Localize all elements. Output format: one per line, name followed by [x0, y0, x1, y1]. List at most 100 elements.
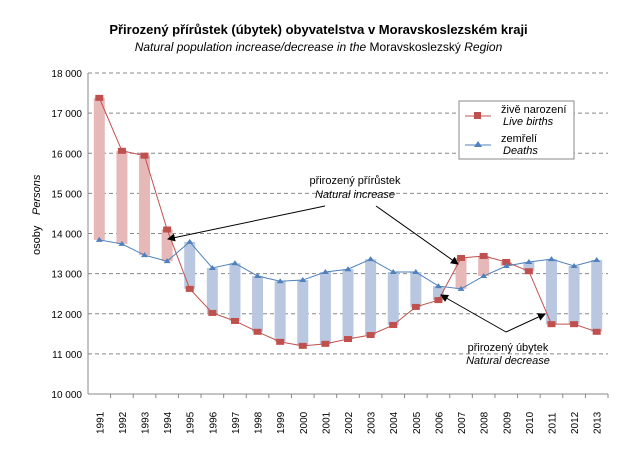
x-tick-label: 2007	[457, 411, 468, 434]
x-tick-label: 1993	[141, 411, 152, 434]
births-point	[389, 321, 398, 328]
births-point	[95, 94, 104, 101]
deaths-point	[367, 256, 375, 262]
annotation-increase-label-en: Natural increase	[315, 189, 395, 201]
births-point	[592, 328, 601, 335]
decrease-bar	[274, 281, 286, 342]
decrease-bar	[252, 276, 264, 332]
x-tick-label: 2008	[480, 411, 491, 434]
decrease-bar	[568, 266, 580, 325]
x-tick-label: 2010	[525, 411, 536, 434]
decrease-bar	[319, 272, 331, 344]
decrease-bar	[206, 268, 218, 313]
x-tick-label: 2009	[502, 411, 513, 434]
decrease-bar	[410, 272, 422, 307]
y-tick-label: 16 000	[51, 149, 82, 160]
x-tick-label: 2012	[570, 411, 581, 434]
deaths-point	[186, 238, 194, 244]
deaths-point	[480, 273, 488, 279]
births-point	[502, 258, 511, 265]
births-point	[457, 254, 466, 261]
births-point	[570, 321, 579, 328]
annotation-decrease-label: přirozený úbytek	[468, 342, 549, 354]
legend-deaths-en: Deaths	[503, 145, 538, 157]
x-tick-label: 1997	[231, 411, 242, 434]
increase-bar	[478, 255, 490, 277]
legend-deaths: zemřelí	[501, 133, 537, 145]
deaths-point	[525, 258, 533, 264]
deaths-point	[434, 283, 442, 289]
y-tick-label: 15 000	[51, 189, 82, 200]
decrease-bar	[365, 259, 377, 336]
births-point	[253, 328, 262, 335]
decrease-bar	[523, 261, 535, 272]
legend-square-icon	[474, 112, 481, 119]
increase-bar	[93, 97, 105, 240]
y-tick-label: 17 000	[51, 109, 82, 120]
x-tick-label: 2011	[547, 412, 558, 434]
x-tick-label: 2013	[593, 411, 604, 434]
deaths-point	[208, 265, 216, 271]
deaths-point	[593, 256, 601, 262]
births-point	[547, 321, 556, 328]
y-tick-label: 13 000	[51, 270, 82, 281]
y-tick-label: 18 000	[51, 69, 82, 80]
x-tick-label: 1992	[118, 411, 129, 434]
chart-subtitle: Natural population increase/decrease in …	[0, 40, 637, 54]
births-point	[208, 309, 217, 316]
legend-births: živě narození	[501, 104, 566, 116]
legend-births-en: Live births	[503, 116, 554, 128]
decrease-bar	[297, 280, 309, 346]
births-point	[344, 336, 352, 343]
births-point	[411, 303, 420, 310]
y-axis-label-en: Persons	[31, 174, 43, 215]
births-point	[163, 226, 172, 233]
y-tick-label: 11 000	[52, 350, 82, 361]
decrease-bar	[342, 269, 354, 340]
births-point	[298, 342, 307, 349]
decrease-bar	[229, 263, 241, 321]
deaths-point	[95, 236, 103, 242]
deaths-point	[231, 260, 239, 266]
births-point	[230, 317, 239, 324]
decrease-bar	[432, 286, 444, 301]
births-point	[140, 152, 149, 159]
deaths-point	[502, 263, 510, 269]
x-tick-label: 1995	[186, 411, 197, 434]
y-tick-label: 10 000	[51, 390, 82, 401]
increase-bar	[455, 257, 467, 289]
y-tick-label: 14 000	[51, 230, 82, 241]
deaths-point	[276, 278, 284, 284]
annotation-increase-label: přirozený přírůstek	[309, 175, 401, 187]
x-tick-label: 1998	[254, 411, 265, 434]
decrease-bar	[545, 259, 557, 325]
births-point	[276, 338, 285, 345]
annotation-decrease-label-en: Natural decrease	[466, 355, 550, 367]
increase-bar	[139, 155, 151, 256]
deaths-point	[344, 266, 352, 272]
deaths-point	[141, 252, 149, 258]
subtitle-en-part1: Natural population increase/decrease in …	[134, 40, 367, 54]
x-tick-label: 2002	[344, 411, 355, 434]
subtitle-en-part2: Region	[464, 40, 503, 54]
births-point	[117, 147, 126, 154]
births-point	[434, 297, 443, 304]
x-tick-label: 1994	[163, 411, 174, 434]
deaths-point	[547, 256, 555, 262]
births-point	[479, 252, 488, 259]
annotation-decrease: přirozený úbytek Natural decrease	[440, 294, 550, 367]
legend: živě narození Live births zemřelí Deaths	[458, 100, 575, 160]
births-point	[185, 285, 194, 292]
deaths-point	[570, 263, 578, 269]
deaths-point	[118, 240, 126, 246]
x-tick-label: 1991	[95, 411, 106, 434]
deaths-point	[254, 273, 262, 279]
x-tick-label: 2003	[367, 411, 378, 434]
x-tick-label: 2005	[412, 411, 423, 434]
x-tick-label: 1996	[208, 411, 219, 434]
subtitle-region: Moravskoslezský	[369, 40, 461, 54]
decrease-bar	[184, 241, 196, 289]
y-axis-label: osoby	[31, 225, 43, 255]
